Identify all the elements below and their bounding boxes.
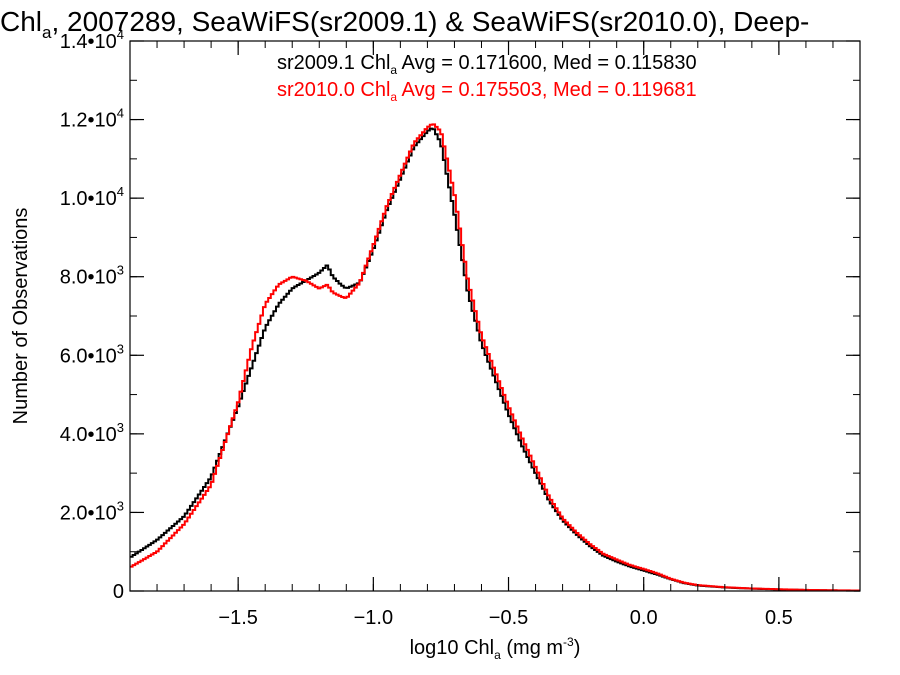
y-axis-label: Number of Observations [10,208,32,425]
annotation-sr2009-post: Avg = 0.171600, Med = 0.115830 [397,52,697,74]
y-tick-label-0: 0 [113,581,124,603]
x-tick-label-2: −0.5 [489,607,528,629]
annotation-sr2009: sr2009.1 Chla Avg = 0.171600, Med = 0.11… [277,52,697,77]
x-tick-label-3: 0.0 [630,607,658,629]
annotation-sr2010-pre: sr2010.0 Chl [277,79,390,101]
y-tick-label-6: 1.2•104 [60,106,124,132]
x-axis-label: log10 Chla (mg m-3) [410,635,581,662]
chart-title-pre: Chl [0,6,42,37]
x-axis: −1.5 −1.0 −0.5 0.0 0.5 [129,41,861,629]
annotation-sr2009-sub: a [390,63,397,77]
y-tick-label-4: 8.0•103 [60,263,124,289]
plot-frame [129,40,861,592]
x-axis-label-pre: log10 Chl [410,637,495,659]
y-tick-label-3: 6.0•103 [60,341,124,367]
y-axis: 0 2.0•103 4.0•103 6.0•103 8.0•103 1.0•104 1.2•… [60,27,860,603]
series-line-1 [130,123,860,592]
annotation-sr2009-pre: sr2009.1 Chl [277,52,390,74]
x-axis-label-post: ) [574,637,581,659]
series-line-0 [130,127,860,592]
annotation-sr2010-sub: a [390,90,397,104]
y-tick-label-2: 4.0•103 [60,420,124,446]
annotation-sr2010: sr2010.0 Chla Avg = 0.175503, Med = 0.11… [277,79,697,104]
chart-title-post: , 2007289, SeaWiFS(sr2009.1) & SeaWiFS(s… [51,6,809,37]
annotation-sr2010-post: Avg = 0.175503, Med = 0.119681 [397,79,697,101]
x-axis-label-sup: -3 [563,635,574,649]
chart-title-sub: a [42,23,52,42]
y-tick-label-1: 2.0•103 [60,498,124,524]
x-axis-label-sub: a [494,648,501,662]
x-tick-label-1: −1.0 [354,607,393,629]
series-layer [130,123,860,592]
x-axis-label-mid: (mg m [501,637,563,659]
x-tick-label-0: −1.5 [218,607,257,629]
y-tick-label-5: 1.0•104 [60,184,124,210]
chart-title: Chla, 2007289, SeaWiFS(sr2009.1) & SeaWi… [0,6,809,42]
x-tick-label-4: 0.5 [765,607,793,629]
y-tick-label-7: 1.4•104 [60,27,124,53]
